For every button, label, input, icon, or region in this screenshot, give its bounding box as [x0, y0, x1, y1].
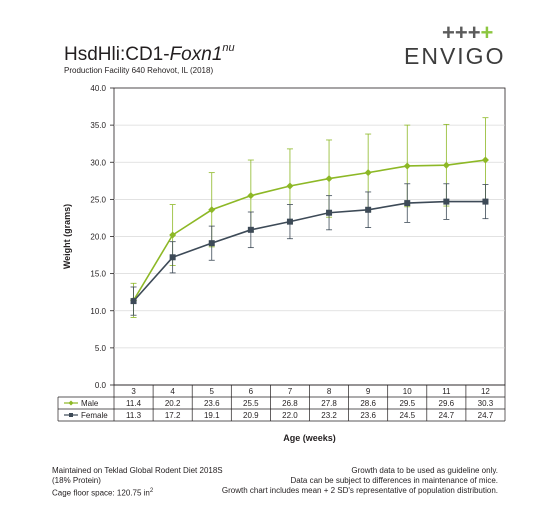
- female-point: [247, 226, 254, 233]
- male-point: [325, 175, 333, 183]
- title-superscript: nu: [222, 42, 235, 54]
- y-tick-label: 25.0: [90, 195, 106, 204]
- diet-note-sup: 2: [149, 488, 154, 494]
- y-tick-label: 5.0: [95, 344, 107, 353]
- y-tick-label: 20.0: [90, 233, 106, 242]
- chart-title: HsdHli:CD1-Foxn1nu: [64, 42, 235, 66]
- diet-note-line-1: Maintained on Teklad Global Rodent Diet …: [52, 466, 223, 475]
- female-value-label: 23.6: [360, 411, 376, 420]
- female-point: [443, 198, 450, 205]
- female-value-label: 24.5: [399, 411, 415, 420]
- male-value-label: 30.3: [478, 399, 494, 408]
- male-legend-marker: [68, 400, 74, 406]
- female-value-label: 11.3: [126, 411, 142, 420]
- male-point: [364, 169, 372, 177]
- female-point: [130, 298, 137, 305]
- guideline-note-line-3: Growth chart includes mean + 2 SD's repr…: [221, 486, 498, 495]
- male-value-label: 23.6: [204, 399, 220, 408]
- male-series-line: [132, 159, 486, 301]
- envigo-logo: ++++ ENVIGO: [392, 22, 512, 70]
- male-legend-label: Male: [81, 399, 99, 408]
- female-legend-label: Female: [81, 411, 108, 420]
- diet-note-line-3: Cage floor space: 120.75 in: [52, 488, 150, 498]
- x-category-label: 6: [249, 387, 254, 396]
- chart-subtitle: Production Facility 640 Rehovot, IL (201…: [64, 66, 214, 75]
- guideline-note-line-2: Data can be subject to differences in ma…: [290, 476, 498, 485]
- male-point: [286, 182, 294, 190]
- x-category-label: 9: [366, 387, 371, 396]
- guideline-note: Growth data to be used as guideline only…: [222, 466, 498, 496]
- logo-plus-marks: ++++: [442, 22, 493, 44]
- logo-plus-gray: +++: [442, 20, 481, 45]
- female-point: [404, 200, 411, 207]
- female-point: [208, 240, 215, 247]
- male-value-label: 27.8: [321, 399, 337, 408]
- female-value-label: 19.1: [204, 411, 220, 420]
- female-value-label: 22.0: [282, 411, 298, 420]
- female-point: [326, 209, 333, 216]
- title-gene: Foxn1: [169, 44, 223, 65]
- x-axis-label: Age (weeks): [283, 433, 336, 443]
- male-point: [247, 192, 255, 200]
- male-value-label: 11.4: [126, 399, 142, 408]
- diet-note-line-2: (18% Protein): [52, 476, 101, 485]
- female-value-label: 17.2: [165, 411, 181, 420]
- x-category-label: 5: [210, 387, 215, 396]
- male-value-label: 25.5: [243, 399, 259, 408]
- female-series-line: [132, 200, 486, 302]
- male-value-label: 20.2: [165, 399, 181, 408]
- male-point: [169, 231, 177, 239]
- x-category-label: 12: [481, 387, 490, 396]
- x-category-label: 7: [288, 387, 293, 396]
- title-strain: HsdHli:CD1-: [64, 44, 170, 65]
- female-value-label: 20.9: [243, 411, 259, 420]
- logo-plus-green: +: [480, 20, 494, 45]
- male-value-label: 28.6: [360, 399, 376, 408]
- female-point: [365, 206, 372, 213]
- female-point: [169, 254, 176, 261]
- y-tick-label: 30.0: [90, 158, 106, 167]
- female-value-label: 24.7: [478, 411, 494, 420]
- male-value-label: 29.6: [439, 399, 455, 408]
- female-value-label: 24.7: [439, 411, 455, 420]
- logo-word: ENVIGO: [404, 43, 506, 69]
- female-value-label: 23.2: [321, 411, 337, 420]
- female-point: [482, 198, 489, 205]
- male-value-label: 26.8: [282, 399, 298, 408]
- male-point: [403, 162, 411, 170]
- y-tick-label: 40.0: [90, 84, 106, 93]
- y-axis-label: Weight (grams): [62, 204, 72, 269]
- x-category-label: 3: [131, 387, 136, 396]
- y-tick-label: 15.0: [90, 270, 106, 279]
- y-tick-label: 0.0: [95, 381, 107, 390]
- x-category-label: 10: [403, 387, 412, 396]
- x-category-label: 11: [442, 387, 451, 396]
- diet-note: Maintained on Teklad Global Rodent Diet …: [52, 466, 223, 499]
- x-category-label: 8: [327, 387, 332, 396]
- male-value-label: 29.5: [399, 399, 415, 408]
- y-tick-label: 10.0: [90, 307, 106, 316]
- male-point: [208, 206, 216, 214]
- male-point: [481, 156, 489, 164]
- y-tick-label: 35.0: [90, 121, 106, 130]
- female-legend-marker: [69, 413, 73, 417]
- x-category-label: 4: [170, 387, 175, 396]
- guideline-note-line-1: Growth data to be used as guideline only…: [351, 466, 498, 475]
- male-point: [442, 161, 450, 169]
- female-point: [286, 218, 293, 225]
